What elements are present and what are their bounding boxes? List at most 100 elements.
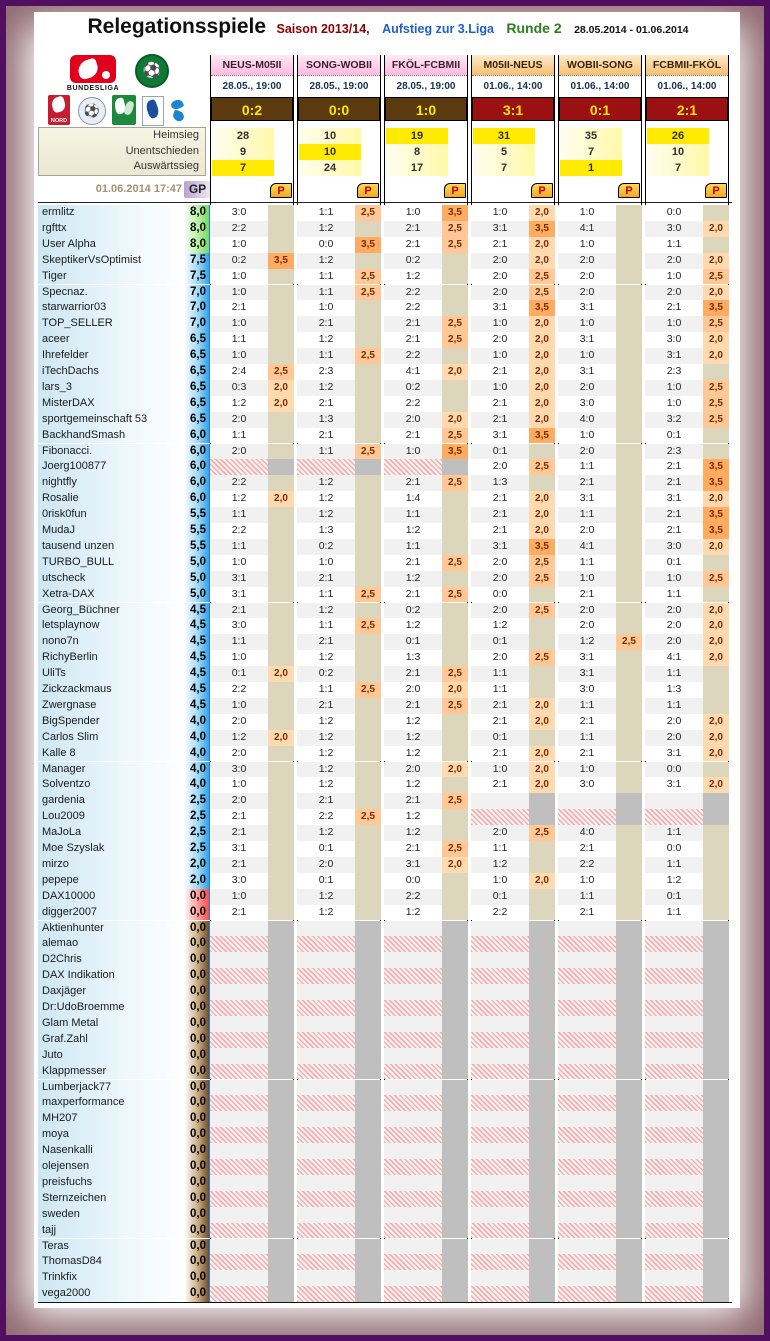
points-cell: 2,0 <box>703 729 729 746</box>
points-cell <box>268 809 294 826</box>
points-cell: 2,5 <box>703 411 729 428</box>
points-cell <box>355 634 381 651</box>
prediction-cell: 1:0 <box>210 348 268 364</box>
prediction-cell <box>210 1254 268 1271</box>
points-cell: 2,5 <box>529 825 555 841</box>
prediction-cell <box>210 1079 268 1096</box>
points-cell <box>268 300 294 317</box>
prediction-cell: 1:2 <box>297 602 355 619</box>
points-cell <box>442 348 468 364</box>
prediction-cell: 1:1 <box>558 507 616 523</box>
prediction-cell: 1:0 <box>471 872 529 889</box>
points-cell: 2,0 <box>529 364 555 380</box>
points-cell <box>616 459 642 476</box>
points-cell <box>355 1127 381 1144</box>
prediction-cell <box>210 1206 268 1223</box>
outcome-count: 1 <box>560 160 622 177</box>
player-row: Graf.Zahl 0,0 <box>0 1031 770 1048</box>
prediction-cell <box>558 1190 616 1207</box>
player-row: Kalle 8 4,0 2:0 1:2 1:2 2:1 2,0 2:1 3:1 2,0 <box>0 745 770 762</box>
points-cell <box>529 1015 555 1032</box>
points-cell: 2,5 <box>442 554 468 571</box>
player-total-points: 0,0 <box>185 1159 211 1175</box>
prediction-cell <box>471 1190 529 1207</box>
points-cell <box>616 1031 642 1048</box>
points-cell <box>616 443 642 460</box>
player-total-points: 2,5 <box>185 809 211 826</box>
player-name: alemao <box>38 936 185 953</box>
match-date: 01.06., 14:00 <box>646 77 728 96</box>
prediction-cell: 2:0 <box>471 268 529 285</box>
points-cell <box>529 1063 555 1080</box>
prediction-cell: 2:1 <box>384 316 442 333</box>
points-cell <box>529 443 555 460</box>
match-date: 01.06., 14:00 <box>472 77 554 96</box>
player-name: sweden <box>38 1206 185 1223</box>
player-total-points: 6,5 <box>185 411 211 428</box>
prediction-cell <box>558 1095 616 1112</box>
points-cell <box>268 427 294 444</box>
prediction-cell: 1:1 <box>297 348 355 364</box>
points-cell: 2,0 <box>529 236 555 253</box>
points-cell <box>442 825 468 841</box>
prediction-cell <box>645 920 703 937</box>
prediction-cell: 1:2 <box>297 777 355 794</box>
points-cell <box>442 634 468 651</box>
points-cell <box>616 491 642 508</box>
points-cell: 2,0 <box>529 395 555 412</box>
player-total-points: 6,5 <box>185 348 211 364</box>
prediction-cell: 2:0 <box>384 411 442 428</box>
player-total-points: 2,0 <box>185 856 211 873</box>
prediction-cell: 0:1 <box>645 427 703 444</box>
player-row: Teras 0,0 <box>0 1238 770 1255</box>
prediction-cell: 2:1 <box>558 586 616 603</box>
points-column-tab[interactable]: P <box>444 183 466 198</box>
prediction-cell <box>471 1270 529 1287</box>
prediction-cell <box>471 936 529 953</box>
prediction-cell: 0:1 <box>471 634 529 651</box>
points-cell <box>355 697 381 714</box>
points-cell <box>529 952 555 969</box>
points-cell <box>355 1063 381 1080</box>
points-cell <box>355 602 381 619</box>
points-column-tab[interactable]: P <box>357 183 379 198</box>
prediction-cell <box>297 1079 355 1096</box>
prediction-cell: 0:1 <box>471 443 529 460</box>
prediction-cell <box>558 1015 616 1032</box>
points-cell: 2,0 <box>268 491 294 508</box>
player-row: DAX10000 0,0 1:0 1:2 2:2 0:1 1:1 0:1 <box>0 888 770 905</box>
prediction-cell <box>384 1111 442 1128</box>
points-cell <box>442 1222 468 1239</box>
player-name: Glam Metal <box>38 1015 185 1032</box>
points-cell: 3,5 <box>703 300 729 317</box>
points-cell: 2,5 <box>616 634 642 651</box>
player-name: iTechDachs <box>38 364 185 380</box>
points-cell <box>529 1127 555 1144</box>
outcome-count: 24 <box>299 160 361 177</box>
points-cell <box>616 984 642 1000</box>
prediction-cell <box>645 968 703 985</box>
points-cell <box>442 1015 468 1032</box>
points-column-tab[interactable]: P <box>531 183 553 198</box>
prediction-cell <box>471 1015 529 1032</box>
player-silhouette-icon <box>123 100 135 116</box>
points-cell: 2,0 <box>703 491 729 508</box>
prediction-cell: 1:2 <box>297 507 355 523</box>
prediction-cell: 2:1 <box>471 745 529 762</box>
player-row: tajj 0,0 <box>0 1222 770 1239</box>
prediction-cell: 2:0 <box>471 284 529 301</box>
points-cell <box>703 1127 729 1144</box>
points-cell <box>268 968 294 985</box>
prediction-cell <box>210 936 268 953</box>
points-column-tab[interactable]: P <box>618 183 640 198</box>
player-name: utscheck <box>38 570 185 587</box>
player-name: MudaJ <box>38 523 185 539</box>
prediction-cell <box>297 1111 355 1128</box>
points-column-tab[interactable]: P <box>270 183 292 198</box>
points-cell: 3,5 <box>355 236 381 253</box>
prediction-cell: 1:0 <box>210 650 268 667</box>
points-column-tab[interactable]: P <box>705 183 727 198</box>
prediction-cell: 1:2 <box>297 475 355 492</box>
prediction-cell: 1:0 <box>645 379 703 396</box>
points-cell <box>268 1127 294 1144</box>
